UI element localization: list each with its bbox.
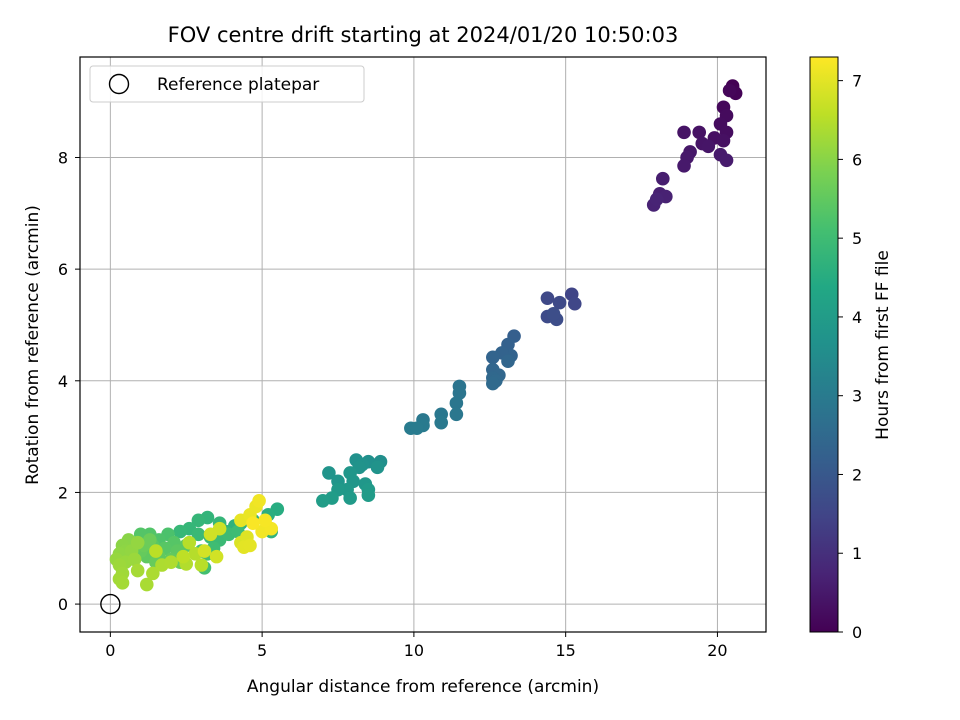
colorbar-tick-label: 5 [852, 229, 862, 248]
data-point [173, 524, 187, 539]
legend-entry-reference: Reference platepar [157, 75, 319, 95]
data-point [540, 291, 555, 305]
x-tick-label: 20 [707, 641, 727, 660]
x-tick-label: 5 [257, 641, 267, 660]
data-point [552, 295, 567, 310]
x-tick-label: 15 [555, 641, 575, 660]
data-point [719, 153, 734, 168]
data-point [701, 139, 716, 154]
data-point [370, 460, 385, 475]
chart-title: FOV centre drift starting at 2024/01/20 … [168, 23, 679, 47]
colorbar-tick-label: 2 [852, 465, 862, 484]
data-points [109, 79, 743, 592]
y-axis-ticks: 0 2 4 6 8 [58, 148, 80, 614]
data-point [149, 544, 163, 558]
data-point [449, 407, 464, 422]
data-point [139, 577, 154, 592]
data-point [322, 466, 336, 480]
data-point [486, 376, 500, 391]
legend-reference-marker-icon [108, 73, 130, 95]
colorbar: 0 1 2 3 4 5 6 7 Hours from first FF file [809, 56, 893, 642]
data-point [722, 83, 737, 98]
colorbar-label: Hours from first FF file [873, 250, 893, 440]
data-point [143, 533, 157, 547]
data-point [486, 350, 500, 365]
data-point [677, 125, 691, 140]
plot-frame [79, 56, 767, 633]
data-point [194, 558, 209, 572]
data-point [127, 552, 142, 567]
data-point [434, 415, 449, 430]
colorbar-tick-label: 1 [852, 544, 862, 563]
y-tick-label: 2 [58, 483, 68, 502]
y-axis-label: Rotation from reference (arcmin) [23, 205, 43, 485]
data-point [176, 549, 191, 564]
data-point [567, 296, 582, 311]
data-point [246, 516, 260, 530]
y-tick-label: 0 [58, 595, 68, 614]
data-point [655, 171, 670, 186]
legend: Reference platepar [89, 65, 365, 103]
y-tick-label: 6 [58, 260, 68, 279]
colorbar-tick-label: 6 [852, 150, 862, 169]
data-point [449, 396, 464, 410]
data-point [130, 535, 145, 550]
data-point [343, 491, 357, 505]
x-tick-label: 10 [404, 641, 424, 660]
data-point [410, 421, 424, 436]
data-point [146, 566, 160, 581]
data-point [164, 555, 178, 570]
data-point [252, 494, 266, 508]
colorbar-tick-label: 4 [852, 308, 862, 327]
legend-box [89, 65, 365, 103]
x-axis-label: Angular distance from reference (arcmin) [247, 677, 599, 697]
data-point [677, 159, 691, 173]
reference-platepar-marker [100, 593, 121, 615]
data-point [209, 549, 224, 564]
colorbar-gradient [809, 56, 839, 633]
data-point [115, 576, 130, 590]
data-point [191, 527, 206, 542]
data-point [130, 563, 145, 578]
colorbar-ticks: 0 1 2 3 4 5 6 7 [838, 72, 862, 642]
colorbar-tick-label: 0 [852, 623, 862, 642]
data-point [716, 133, 731, 148]
data-point [197, 544, 212, 558]
data-point [361, 488, 376, 503]
data-point [501, 354, 515, 369]
data-point [258, 513, 272, 528]
x-tick-label: 0 [105, 641, 115, 660]
data-point [316, 494, 330, 508]
reference-marker-layer [100, 593, 121, 615]
y-tick-label: 4 [58, 372, 68, 391]
data-point [546, 306, 561, 321]
y-tick-label: 8 [58, 148, 68, 167]
colorbar-tick-label: 7 [852, 72, 862, 91]
x-axis-ticks: 0 5 10 15 20 [105, 632, 728, 660]
data-point [203, 527, 218, 542]
data-point [191, 513, 206, 528]
grid-lines [80, 57, 766, 632]
data-point [243, 538, 257, 553]
data-point [649, 192, 664, 207]
data-point [692, 125, 707, 140]
data-point [182, 535, 197, 550]
colorbar-tick-label: 3 [852, 387, 862, 406]
